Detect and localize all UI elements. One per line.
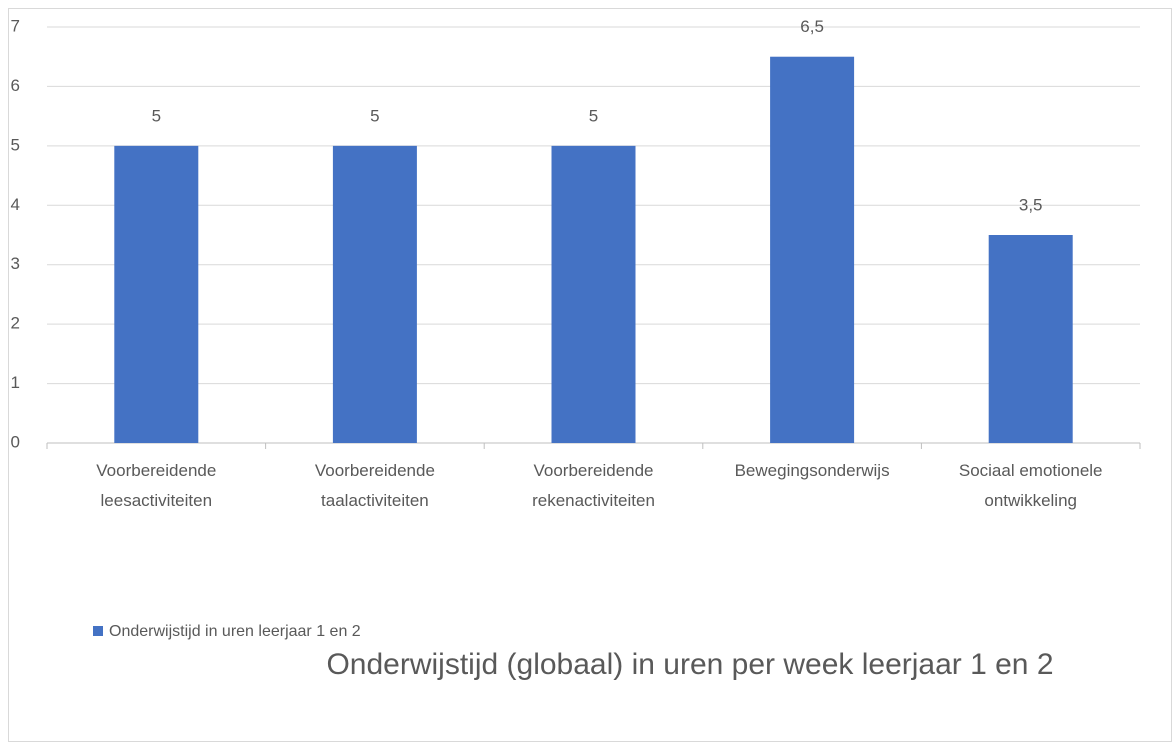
data-label: 6,5 xyxy=(800,17,824,36)
legend-label: Onderwijstijd in uren leerjaar 1 en 2 xyxy=(109,623,361,640)
x-tick-label: Sociaal emotionele ontwikkeling xyxy=(959,461,1103,510)
x-tick-label: Voorbereidende rekenactiviteiten xyxy=(532,461,655,510)
bar xyxy=(770,56,855,443)
y-tick-label: 3 xyxy=(11,254,20,273)
y-tick-label: 5 xyxy=(11,135,20,154)
y-tick-label: 1 xyxy=(11,373,20,392)
bar xyxy=(114,145,199,443)
x-tick-label: Bewegingsonderwijs xyxy=(735,461,890,480)
x-tick-label: Voorbereidende taalactiviteiten xyxy=(315,461,435,510)
bar xyxy=(551,145,636,443)
y-tick-label: 7 xyxy=(11,16,20,35)
y-tick-label: 4 xyxy=(11,195,20,214)
data-label: 5 xyxy=(370,106,379,125)
data-label: 5 xyxy=(589,106,598,125)
bar xyxy=(988,235,1073,443)
chart-title: Onderwijstijd (globaal) in uren per week… xyxy=(326,648,1053,681)
legend-swatch xyxy=(93,626,103,636)
bar xyxy=(332,145,417,443)
y-tick-label: 6 xyxy=(11,76,20,95)
y-tick-label: 2 xyxy=(11,314,20,333)
x-tick-label: Voorbereidende leesactiviteiten xyxy=(96,461,216,510)
y-tick-label: 0 xyxy=(11,432,20,451)
data-label: 3,5 xyxy=(1019,195,1043,214)
data-label: 5 xyxy=(152,106,161,125)
